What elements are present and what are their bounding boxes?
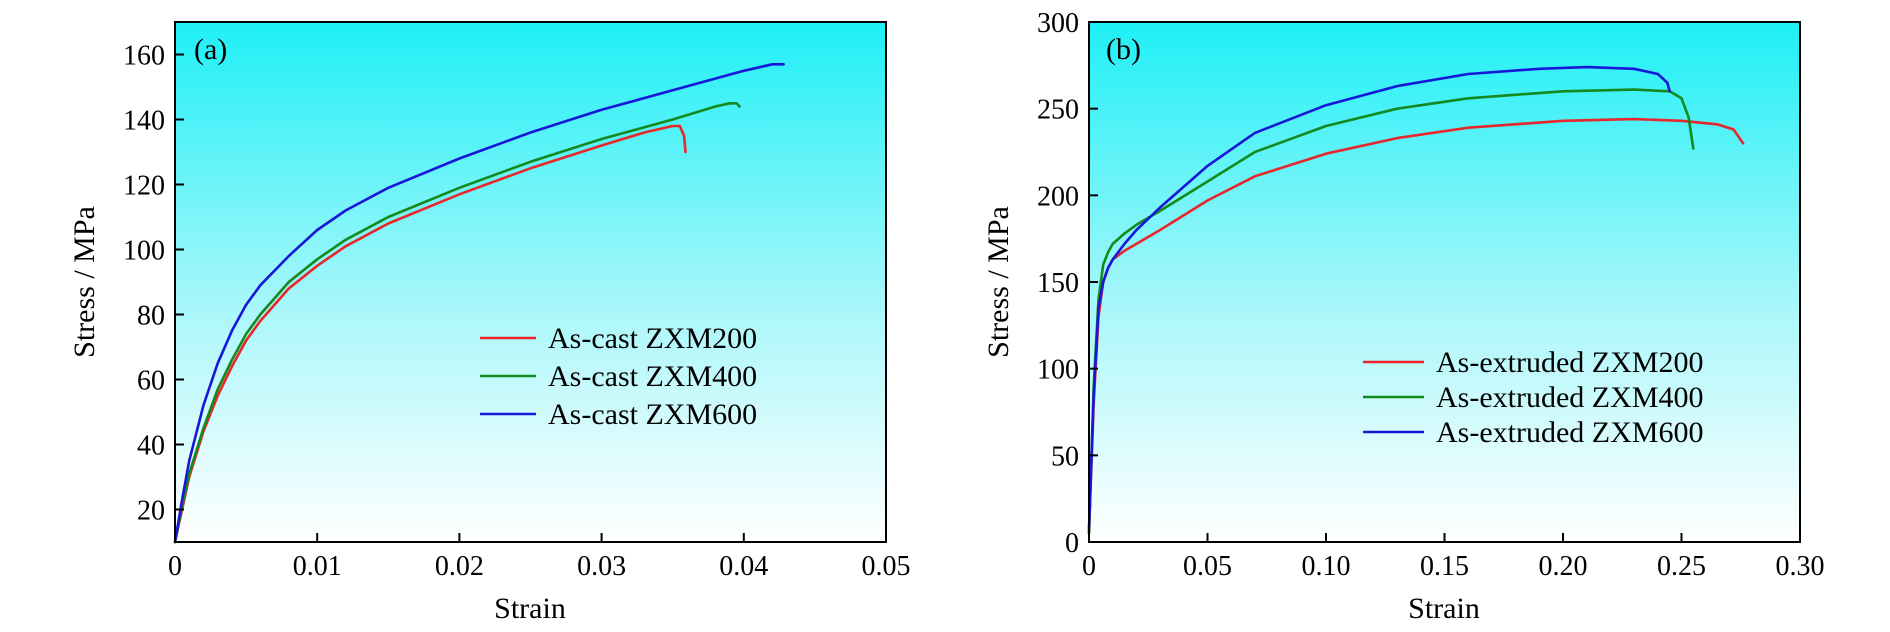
y-tick-label: 0 bbox=[1065, 528, 1079, 559]
legend-label-as-extruded-zxm200: As-extruded ZXM200 bbox=[1436, 346, 1703, 379]
x-tick-label: 0.15 bbox=[1420, 551, 1469, 582]
x-tick-label: 0.25 bbox=[1657, 551, 1706, 582]
ticks-b: 0 0.05 0.10 0.15 0.20 0.25 0.30 0 50 100 150 200 250… bbox=[1037, 8, 1825, 582]
legend-a: As-cast ZXM200 As-cast ZXM400 As-cast ZXM6… bbox=[480, 322, 757, 431]
y-axis-title-b: Stress / MPa bbox=[982, 206, 1015, 358]
x-tick-label: 0.03 bbox=[577, 551, 626, 582]
y-tick-label: 80 bbox=[137, 301, 165, 332]
x-tick-label: 0 bbox=[1082, 551, 1096, 582]
y-tick-label: 100 bbox=[1037, 355, 1079, 386]
chart-panel-b: 0 0.05 0.10 0.15 0.20 0.25 0.30 0 50 100 150 200 250… bbox=[982, 8, 1825, 625]
legend-label-as-cast-zxm200: As-cast ZXM200 bbox=[548, 322, 757, 355]
x-axis-title-b: Strain bbox=[1408, 592, 1480, 625]
x-tick-label: 0.10 bbox=[1302, 551, 1351, 582]
series-line-as-extruded-zxm600 bbox=[1087, 65, 1671, 530]
x-tick-label: 0.05 bbox=[862, 551, 911, 582]
x-axis-title-a: Strain bbox=[494, 592, 566, 625]
x-tick-label: 0.30 bbox=[1776, 551, 1825, 582]
panel-label-b: (b) bbox=[1106, 33, 1141, 66]
legend-label-as-cast-zxm400: As-cast ZXM400 bbox=[548, 360, 757, 393]
y-axis-title-a: Stress / MPa bbox=[68, 206, 101, 358]
x-tick-label: 0.05 bbox=[1183, 551, 1232, 582]
ticks-a: 0 0.01 0.02 0.03 0.04 0.05 20 40 60 80 100 120 140 16… bbox=[123, 41, 911, 583]
x-tick-label: 0 bbox=[168, 551, 182, 582]
x-tick-label: 0.04 bbox=[719, 551, 768, 582]
legend-label-as-cast-zxm600: As-cast ZXM600 bbox=[548, 398, 757, 431]
series-line-as-extruded-zxm400 bbox=[1087, 88, 1695, 535]
legend-label-as-extruded-zxm600: As-extruded ZXM600 bbox=[1436, 416, 1703, 449]
curves-b bbox=[1087, 65, 1745, 535]
series-line-as-cast-zxm600 bbox=[173, 63, 785, 544]
y-tick-label: 140 bbox=[123, 106, 165, 137]
x-tick-label: 0.01 bbox=[293, 551, 342, 582]
x-tick-label: 0.02 bbox=[435, 551, 484, 582]
y-tick-label: 160 bbox=[123, 41, 165, 72]
legend-label-as-extruded-zxm400: As-extruded ZXM400 bbox=[1436, 381, 1703, 414]
y-tick-label: 200 bbox=[1037, 181, 1079, 212]
x-tick-label: 0.20 bbox=[1539, 551, 1588, 582]
y-tick-label: 60 bbox=[137, 366, 165, 397]
plot-area-b bbox=[1089, 22, 1800, 542]
y-tick-label: 300 bbox=[1037, 8, 1079, 39]
y-tick-label: 40 bbox=[137, 431, 165, 462]
y-tick-label: 50 bbox=[1051, 441, 1079, 472]
y-tick-label: 100 bbox=[123, 236, 165, 267]
series-line-as-cast-zxm400 bbox=[173, 102, 741, 544]
curves-a bbox=[173, 63, 785, 544]
y-tick-label: 150 bbox=[1037, 268, 1079, 299]
chart-panel-a: 0 0.01 0.02 0.03 0.04 0.05 20 40 60 80 100 120 140 16… bbox=[68, 21, 911, 625]
plot-frame-a bbox=[174, 21, 887, 543]
y-tick-label: 20 bbox=[137, 496, 165, 527]
y-tick-label: 250 bbox=[1037, 95, 1079, 126]
plot-area-a bbox=[175, 22, 886, 542]
panel-label-a: (a) bbox=[194, 33, 227, 66]
y-tick-label: 120 bbox=[123, 171, 165, 202]
